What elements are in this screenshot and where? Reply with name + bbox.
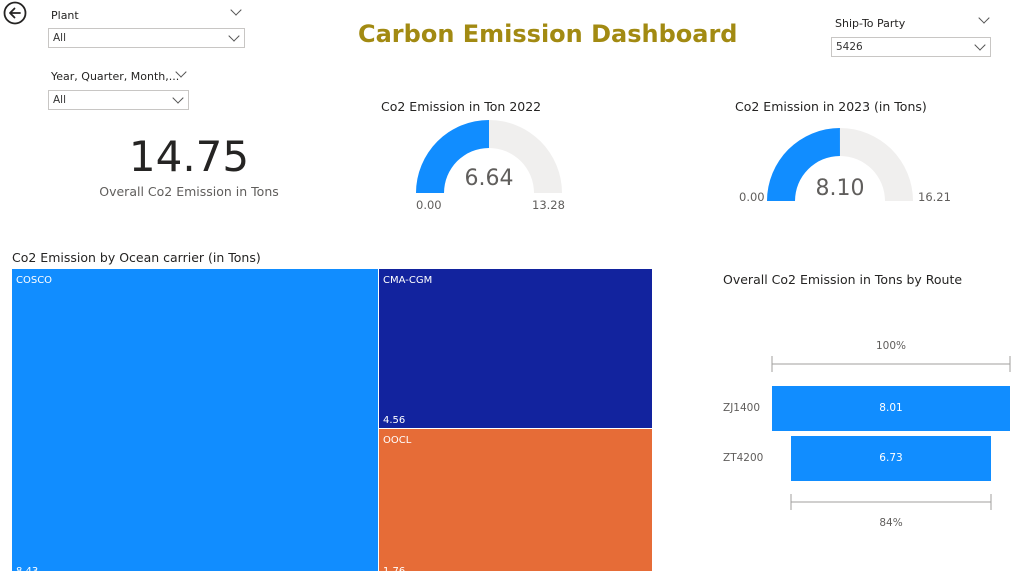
gauge-2022-title: Co2 Emission in Ton 2022 [381,99,542,114]
gauge-2022-value: 6.64 [464,166,514,191]
treemap-chart: COSCO 8.43 CMA-CGM 4.56 OOCL 1.76 [12,269,652,577]
funnel-bar-zj1400[interactable]: 8.01 [772,386,1010,431]
gauge-2023 [767,128,913,201]
treemap-value-label: 8.43 [16,566,39,577]
gauge-2022 [416,120,562,193]
ship-to-slicer-collapse-icon[interactable] [978,12,990,24]
funnel-category-label: ZJ1400 [723,402,761,414]
funnel-bottom-percent: 84% [879,517,903,529]
plant-slicer-label: Plant [51,9,79,22]
kpi-value: 14.75 [128,132,250,181]
chevron-down-icon [172,92,184,104]
gauge-2022-fill [416,120,489,193]
treemap-tile-cosco[interactable]: COSCO 8.43 [12,269,378,577]
funnel-bottom-bracket [790,494,992,510]
period-slicer-label: Year, Quarter, Month,... [51,70,180,83]
back-arrow-icon[interactable] [3,1,27,25]
chevron-down-icon [228,30,240,42]
funnel-category-label: ZT4200 [723,452,764,464]
ship-to-slicer-value: 5426 [836,41,863,53]
funnel-value-label: 6.73 [879,452,903,464]
treemap-value-label: 1.76 [383,566,406,577]
treemap-tile-oocl[interactable]: OOCL 1.76 [379,429,652,577]
treemap-category-label: COSCO [16,275,53,286]
treemap-title: Co2 Emission by Ocean carrier (in Tons) [12,250,261,265]
funnel-value-label: 8.01 [879,402,903,414]
funnel-title: Overall Co2 Emission in Tons by Route [723,272,963,287]
dashboard-title: Carbon Emission Dashboard [358,20,738,48]
chevron-down-icon [974,39,986,51]
gauge-2023-max: 16.21 [918,190,951,204]
funnel-top-bracket [771,356,1011,372]
kpi-label: Overall Co2 Emission in Tons [99,184,279,199]
gauge-2022-min: 0.00 [416,198,442,212]
plant-slicer-collapse-icon[interactable] [230,4,242,16]
plant-slicer-dropdown[interactable]: All [48,28,245,48]
period-slicer-dropdown[interactable]: All [48,90,189,110]
treemap-tile-cma-cgm[interactable]: CMA-CGM 4.56 [379,269,652,428]
gauge-2023-value: 8.10 [815,176,865,201]
gauge-2023-title: Co2 Emission in 2023 (in Tons) [735,99,927,114]
ship-to-slicer-dropdown[interactable]: 5426 [831,37,991,57]
treemap-value-label: 4.56 [383,415,406,426]
period-slicer-value: All [53,94,67,106]
funnel-top-percent: 100% [875,340,907,352]
gauge-2022-max: 13.28 [532,198,565,212]
gauge-2023-min: 0.00 [739,190,765,204]
treemap-category-label: CMA-CGM [383,275,433,286]
funnel-bar-zt4200[interactable]: 6.73 [791,436,991,481]
plant-slicer-value: All [53,32,67,44]
gauge-2023-fill [767,128,840,201]
treemap-category-label: OOCL [383,435,412,446]
funnel-chart: 100% 84% 8.01 ZJ1400 6.73 ZT4200 [700,330,1024,540]
ship-to-slicer-label: Ship-To Party [835,17,906,30]
